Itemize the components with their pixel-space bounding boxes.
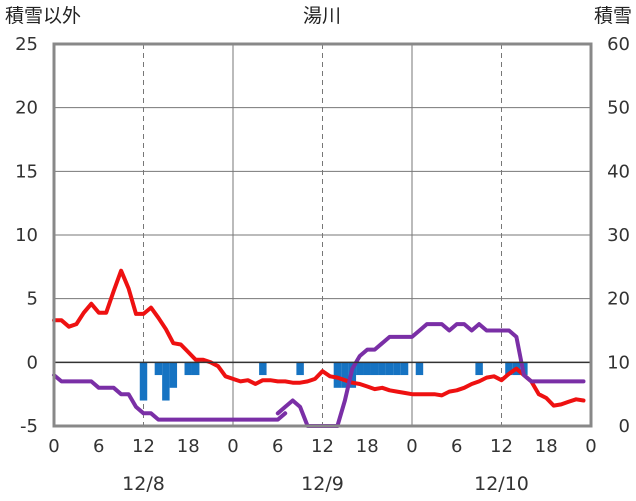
precip-bar — [341, 362, 349, 388]
right-axis-title: 積雪 — [594, 5, 632, 27]
plot-frame — [52, 42, 593, 428]
date-label: 12/9 — [301, 473, 344, 495]
right-tick-label: 40 — [607, 161, 630, 182]
x-tick-label: 6 — [272, 436, 283, 457]
left-tick-label: 20 — [15, 98, 38, 119]
precip-bar — [415, 362, 424, 376]
x-tick-label: 6 — [451, 436, 462, 457]
series-line-purple — [275, 322, 586, 428]
precip-bars — [139, 362, 528, 401]
right-tick-label: 10 — [607, 352, 630, 373]
left-tick-label: 15 — [15, 161, 38, 182]
precip-bar — [259, 362, 267, 376]
x-tick-label: 12 — [311, 436, 334, 457]
precip-bar — [385, 362, 394, 376]
precip-bar — [139, 362, 148, 401]
x-tick-label: 0 — [48, 436, 59, 457]
precip-bar — [162, 362, 170, 401]
x-tick-label: 12 — [490, 436, 513, 457]
precip-bar — [296, 362, 304, 376]
precip-bar — [505, 362, 513, 376]
left-axis-title: 積雪以外 — [5, 5, 81, 27]
left-tick-label: 5 — [27, 289, 38, 310]
date-label: 12/10 — [474, 473, 529, 495]
precip-bar — [184, 362, 192, 376]
x-tick-label: 0 — [406, 436, 417, 457]
precip-bar — [356, 362, 364, 376]
precip-bar — [363, 362, 371, 376]
chart-title: 湯川 — [303, 5, 341, 27]
precip-bar — [378, 362, 386, 376]
x-tick-label: 18 — [356, 436, 379, 457]
precip-bar — [370, 362, 379, 376]
right-tick-label: 60 — [607, 34, 630, 55]
left-tick-label: -5 — [20, 416, 38, 437]
precip-bar — [154, 362, 163, 376]
right-tick-label: 0 — [619, 416, 630, 437]
precip-bar — [393, 362, 401, 376]
x-tick-label: 12 — [132, 436, 155, 457]
precip-bar — [333, 362, 342, 388]
data-lines — [52, 268, 586, 428]
x-tick-label: 6 — [93, 436, 104, 457]
series-line-purple — [52, 373, 288, 422]
right-tick-label: 30 — [607, 225, 630, 246]
precip-bar — [475, 362, 483, 376]
x-tick-label: 0 — [585, 436, 596, 457]
date-label: 12/8 — [122, 473, 165, 495]
left-tick-label: 25 — [15, 34, 38, 55]
right-tick-label: 20 — [607, 289, 630, 310]
precip-bar — [191, 362, 200, 376]
left-tick-label: 0 — [27, 352, 38, 373]
right-tick-label: 50 — [607, 98, 630, 119]
x-tick-label: 0 — [227, 436, 238, 457]
precip-bar — [400, 362, 409, 376]
x-tick-label: 18 — [177, 436, 200, 457]
left-tick-label: 10 — [15, 225, 38, 246]
series-line-red — [52, 268, 586, 408]
x-tick-label: 18 — [535, 436, 558, 457]
precip-bar — [169, 362, 178, 388]
